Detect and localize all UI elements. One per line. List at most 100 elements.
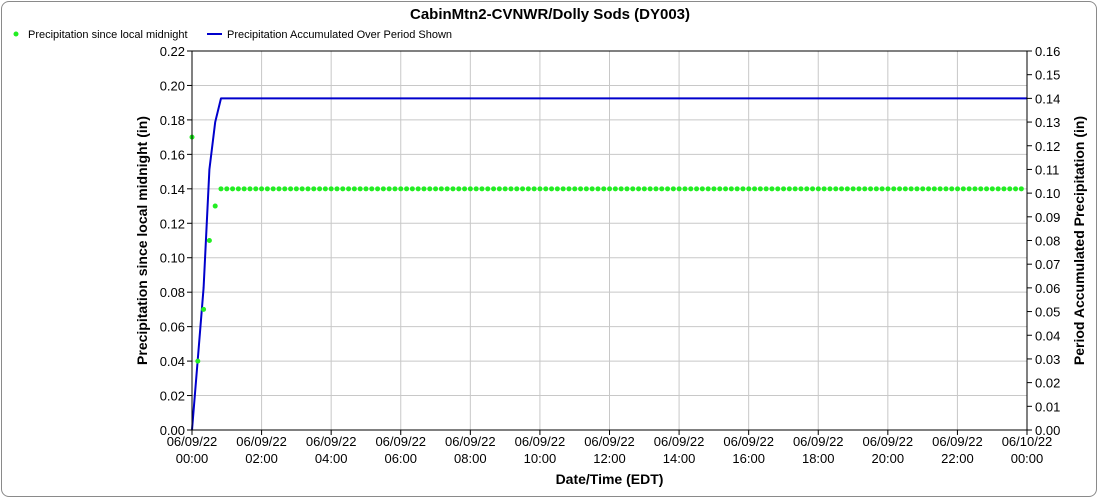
data-point [659,186,665,192]
y-right-tick-label: 0.08 [1035,234,1060,249]
x-tick-label-time: 16:00 [732,451,765,466]
data-point [868,186,874,192]
data-point [728,186,734,192]
data-point [624,186,630,192]
x-axis-label: Date/Time (EDT) [556,471,664,487]
y-left-tick-label: 0.12 [160,216,185,231]
data-point [769,186,775,192]
data-point [955,186,961,192]
data-point [607,186,613,192]
data-point [647,186,653,192]
x-tick-label-time: 20:00 [872,451,905,466]
data-point [781,186,787,192]
y-right-tick-label: 0.05 [1035,305,1060,320]
data-point [665,186,671,192]
data-point [450,186,456,192]
since-midnight-precip-series [189,134,1024,364]
data-point [380,186,386,192]
data-point [757,186,763,192]
data-point [786,186,792,192]
data-point [717,186,723,192]
data-point [462,186,468,192]
data-point [491,186,497,192]
x-tick-label-date: 06/09/22 [932,434,983,449]
data-point [740,186,746,192]
data-point [711,186,717,192]
data-point [566,186,572,192]
y-right-tick-label: 0.03 [1035,352,1060,367]
y-left-tick-label: 0.10 [160,251,185,266]
x-tick-label-time: 14:00 [663,451,696,466]
data-point [409,186,415,192]
data-point [560,186,566,192]
y-right-tick-label: 0.00 [1035,423,1060,438]
data-point [578,186,584,192]
data-point [235,186,241,192]
data-point [902,186,908,192]
x-tick-label-time: 22:00 [941,451,974,466]
x-tick-label-time: 00:00 [1011,451,1044,466]
data-point [375,186,381,192]
data-point [914,186,920,192]
data-point [920,186,926,192]
data-point [583,186,589,192]
data-point [589,186,595,192]
y-left-tick-label: 0.02 [160,389,185,404]
data-point [218,186,224,192]
x-tick-label-time: 02:00 [245,451,278,466]
data-point [943,186,949,192]
data-point [676,186,682,192]
data-point [618,186,624,192]
data-point [850,186,856,192]
y-right-tick-label: 0.10 [1035,186,1060,201]
data-point [641,186,647,192]
data-point [844,186,850,192]
x-axis-ticks: 06/09/22 00:00 06/09/22 02:00 06/09/22 04:00 0… [167,430,1052,466]
data-point [299,186,305,192]
data-point [282,186,288,192]
data-point [612,186,618,192]
data-point [467,186,473,192]
data-point [630,186,636,192]
data-point [827,186,833,192]
y-left-tick-label: 0.06 [160,320,185,335]
x-tick-label-time: 04:00 [315,451,348,466]
data-point [340,186,346,192]
data-point [833,186,839,192]
data-point [1013,186,1019,192]
y-right-tick-label: 0.11 [1035,162,1059,177]
data-point [821,186,827,192]
legend-label-points: Precipitation since local midnight [28,29,188,41]
y-right-tick-label: 0.16 [1035,44,1060,59]
data-point [485,186,491,192]
data-point [346,186,352,192]
data-point [699,186,705,192]
y-left-tick-label: 0.14 [160,182,185,197]
data-point [270,186,276,192]
x-tick-label-date: 06/09/22 [584,434,635,449]
data-point [688,186,694,192]
data-point [897,186,903,192]
x-tick-label-date: 06/09/22 [723,434,774,449]
y-right-tick-label: 0.15 [1035,68,1060,83]
data-point [311,186,317,192]
data-point [195,358,201,364]
data-point [433,186,439,192]
data-point [601,186,607,192]
data-point [404,186,410,192]
x-tick-label-date: 06/09/22 [863,434,914,449]
data-point [537,186,543,192]
data-point [415,186,421,192]
x-tick-label-time: 18:00 [802,451,835,466]
y-right-tick-label: 0.13 [1035,115,1060,130]
data-point [253,186,259,192]
data-point [351,186,357,192]
data-point [502,186,508,192]
x-tick-label-time: 10:00 [524,451,557,466]
data-point [572,186,578,192]
data-point [595,186,601,192]
y-right-tick-label: 0.14 [1035,91,1060,106]
x-tick-label-date: 06/09/22 [445,434,496,449]
y-right-tick-label: 0.04 [1035,328,1060,343]
data-point [444,186,450,192]
